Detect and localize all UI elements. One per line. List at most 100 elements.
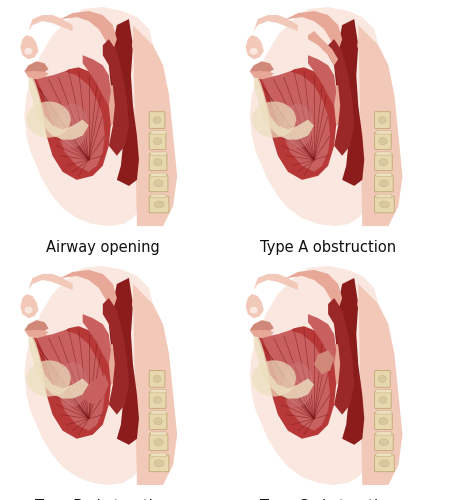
- Polygon shape: [83, 55, 111, 106]
- Polygon shape: [246, 294, 264, 318]
- Text: Type C obstruction: Type C obstruction: [260, 499, 396, 500]
- Polygon shape: [254, 15, 298, 31]
- FancyBboxPatch shape: [376, 453, 392, 456]
- Polygon shape: [143, 5, 213, 226]
- FancyBboxPatch shape: [376, 411, 392, 414]
- FancyBboxPatch shape: [376, 432, 392, 435]
- Polygon shape: [368, 264, 439, 485]
- FancyBboxPatch shape: [151, 173, 166, 176]
- Polygon shape: [133, 284, 177, 485]
- Polygon shape: [24, 330, 49, 338]
- FancyBboxPatch shape: [376, 390, 392, 393]
- Ellipse shape: [153, 376, 161, 382]
- Polygon shape: [328, 344, 344, 385]
- Polygon shape: [28, 274, 73, 290]
- Polygon shape: [328, 86, 344, 126]
- Polygon shape: [334, 19, 364, 186]
- Polygon shape: [308, 55, 336, 106]
- Ellipse shape: [58, 362, 87, 406]
- Polygon shape: [83, 374, 109, 404]
- FancyBboxPatch shape: [374, 392, 391, 408]
- Polygon shape: [334, 278, 364, 445]
- Polygon shape: [324, 27, 340, 60]
- FancyBboxPatch shape: [149, 370, 165, 388]
- Polygon shape: [103, 344, 119, 385]
- Polygon shape: [368, 5, 439, 226]
- FancyBboxPatch shape: [149, 413, 167, 430]
- FancyBboxPatch shape: [376, 194, 392, 198]
- Ellipse shape: [153, 138, 162, 144]
- Polygon shape: [24, 7, 153, 226]
- Ellipse shape: [132, 297, 142, 311]
- FancyBboxPatch shape: [149, 455, 169, 471]
- FancyBboxPatch shape: [376, 131, 392, 134]
- Polygon shape: [99, 286, 115, 318]
- Polygon shape: [24, 62, 49, 74]
- FancyBboxPatch shape: [374, 455, 394, 471]
- Ellipse shape: [379, 418, 388, 424]
- FancyBboxPatch shape: [374, 133, 391, 150]
- Ellipse shape: [153, 396, 162, 404]
- Polygon shape: [28, 334, 89, 398]
- Polygon shape: [258, 68, 336, 180]
- Polygon shape: [278, 11, 342, 51]
- Polygon shape: [28, 15, 73, 31]
- Polygon shape: [250, 330, 274, 338]
- Text: Type A obstruction: Type A obstruction: [260, 240, 396, 255]
- Polygon shape: [28, 76, 89, 140]
- Polygon shape: [83, 314, 111, 364]
- FancyBboxPatch shape: [151, 411, 166, 414]
- Polygon shape: [258, 326, 336, 438]
- Ellipse shape: [153, 116, 161, 123]
- Polygon shape: [20, 35, 38, 59]
- Ellipse shape: [357, 297, 367, 311]
- FancyBboxPatch shape: [376, 152, 392, 155]
- Polygon shape: [358, 284, 402, 485]
- Polygon shape: [278, 270, 342, 310]
- Ellipse shape: [379, 180, 389, 187]
- Ellipse shape: [154, 460, 164, 467]
- Polygon shape: [250, 72, 274, 80]
- Ellipse shape: [379, 201, 389, 208]
- Polygon shape: [32, 68, 111, 180]
- Polygon shape: [250, 266, 378, 485]
- Polygon shape: [328, 298, 354, 414]
- Polygon shape: [328, 39, 354, 156]
- Ellipse shape: [378, 116, 386, 123]
- Ellipse shape: [58, 104, 87, 148]
- FancyBboxPatch shape: [374, 196, 394, 213]
- FancyBboxPatch shape: [374, 112, 390, 128]
- Ellipse shape: [252, 360, 296, 396]
- FancyBboxPatch shape: [151, 432, 166, 435]
- Polygon shape: [324, 286, 340, 318]
- FancyBboxPatch shape: [151, 453, 166, 456]
- Ellipse shape: [24, 306, 32, 314]
- Polygon shape: [103, 86, 119, 126]
- Polygon shape: [262, 330, 330, 430]
- Ellipse shape: [252, 102, 296, 138]
- Polygon shape: [314, 350, 334, 374]
- Polygon shape: [103, 39, 129, 156]
- Polygon shape: [24, 320, 49, 332]
- Ellipse shape: [250, 306, 258, 314]
- Polygon shape: [250, 62, 274, 74]
- FancyBboxPatch shape: [149, 112, 165, 128]
- Ellipse shape: [283, 104, 313, 148]
- Polygon shape: [262, 72, 330, 172]
- FancyBboxPatch shape: [374, 434, 393, 450]
- Polygon shape: [32, 326, 111, 438]
- Ellipse shape: [154, 418, 162, 424]
- Polygon shape: [109, 278, 139, 445]
- Ellipse shape: [154, 201, 164, 208]
- Polygon shape: [53, 11, 117, 51]
- Ellipse shape: [379, 396, 387, 404]
- FancyBboxPatch shape: [374, 175, 393, 192]
- Polygon shape: [53, 270, 117, 310]
- Ellipse shape: [283, 362, 313, 406]
- Polygon shape: [254, 334, 314, 398]
- Polygon shape: [254, 274, 298, 290]
- Ellipse shape: [27, 102, 71, 138]
- Ellipse shape: [154, 159, 162, 166]
- Polygon shape: [24, 72, 49, 80]
- Text: Airway opening: Airway opening: [46, 240, 160, 255]
